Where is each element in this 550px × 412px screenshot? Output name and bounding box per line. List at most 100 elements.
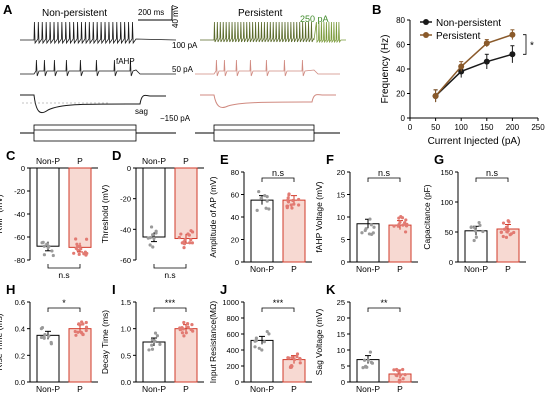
label-250pa: 250 pA xyxy=(300,14,329,24)
y-tick-label: 0 xyxy=(127,164,131,173)
data-dot xyxy=(42,253,47,257)
data-dot xyxy=(257,346,261,350)
data-dot xyxy=(47,334,51,338)
scalebar xyxy=(138,6,173,21)
y-axis-label: RMP (mV) xyxy=(0,194,4,234)
data-dot xyxy=(295,355,299,359)
y-tick-label: 0 xyxy=(235,378,239,387)
bar-nonp xyxy=(464,230,488,263)
y-tick-label: 100 xyxy=(440,198,453,207)
data-dot xyxy=(371,231,375,235)
title-persistent: Persistent xyxy=(238,8,283,19)
y-tick-label: 20 xyxy=(337,168,345,177)
data-dot xyxy=(39,335,44,340)
data-dot xyxy=(298,357,302,361)
y-tick-label: 80 xyxy=(231,168,239,177)
data-dot xyxy=(151,233,155,237)
data-dot xyxy=(253,339,257,343)
data-dot xyxy=(158,342,162,346)
y-tick-label: 400 xyxy=(226,346,239,355)
panel-a: A Non-persistent Persistent 200 ms 40 mV… xyxy=(3,2,346,142)
x-tick-label: 50 xyxy=(431,123,440,132)
bar-p xyxy=(68,167,92,248)
label-fahp: fAHP xyxy=(116,57,135,66)
sig-label: * xyxy=(62,298,66,308)
panel-letter: G xyxy=(434,152,444,167)
category-label: Non-P xyxy=(36,384,60,394)
data-dot xyxy=(155,334,160,338)
data-dot xyxy=(76,244,80,249)
data-dot xyxy=(392,224,396,228)
x-tick-label: 150 xyxy=(480,123,494,132)
data-dot xyxy=(397,222,401,227)
data-dot xyxy=(154,231,158,235)
data-dot xyxy=(401,367,405,372)
data-dot xyxy=(360,231,364,235)
data-dot xyxy=(363,228,367,233)
trace-np-50pa xyxy=(20,59,176,77)
category-label: Non-P xyxy=(356,264,380,274)
data-dot xyxy=(362,358,367,362)
title-nonpersistent: Non-persistent xyxy=(42,8,107,19)
y-tick-label: -60 xyxy=(14,233,25,242)
data-dot xyxy=(399,214,403,219)
data-dot xyxy=(504,225,509,229)
bar-nonp xyxy=(142,341,166,383)
y-tick-label: 5 xyxy=(341,236,345,245)
category-label: Non-P xyxy=(356,384,380,394)
data-dot xyxy=(405,222,409,226)
x-tick-label: 0 xyxy=(408,123,413,132)
data-dot xyxy=(148,243,152,247)
data-dot xyxy=(72,251,76,255)
y-tick-label: -20 xyxy=(14,187,25,196)
data-dot xyxy=(369,223,373,227)
y-tick-label: -80 xyxy=(14,256,25,265)
x-axis-label: Current Injected (pA) xyxy=(428,136,521,147)
y-tick-label: 40 xyxy=(396,65,405,74)
panel-letter: I xyxy=(112,282,116,297)
y-tick-label: 0 xyxy=(449,258,453,267)
x-tick-label: 200 xyxy=(506,123,520,132)
panel-f: F 0 5 10 15 20 fAHP Voltage (mV) Non-P Pn.s xyxy=(314,152,418,274)
data-dot xyxy=(287,193,291,197)
panel-d: D0 -20 -40 -60 Threshold (mV) Non-P Pn.s xyxy=(100,148,204,280)
category-label: P xyxy=(397,384,403,394)
data-dot xyxy=(369,360,373,364)
data-dot xyxy=(149,225,154,229)
data-dot xyxy=(180,331,185,335)
data-dot xyxy=(84,325,89,329)
data-point xyxy=(483,40,490,47)
panel-c: C0 -20 -40 -60 -80 RMP (mV) Non-P Pn.s xyxy=(0,148,98,280)
y-tick-label: 150 xyxy=(440,168,453,177)
data-dot xyxy=(79,330,83,334)
sig-bracket xyxy=(153,264,187,269)
data-dot xyxy=(255,208,259,212)
data-dot xyxy=(41,240,45,245)
bar-p xyxy=(496,228,520,263)
data-dot xyxy=(368,217,372,221)
data-point xyxy=(509,31,516,38)
data-dot xyxy=(179,232,183,236)
y-axis-label: Frequency (Hz) xyxy=(380,35,391,104)
data-dot xyxy=(43,333,47,337)
category-label: P xyxy=(77,156,83,166)
y-axis-label: fAHP Voltage (mV) xyxy=(314,181,324,252)
y-tick-label: 0.2 xyxy=(15,351,25,360)
step-protocol-p xyxy=(195,124,340,142)
label-sag: sag xyxy=(135,107,148,116)
panel-letter: E xyxy=(220,152,229,167)
data-dot xyxy=(297,203,301,207)
data-point xyxy=(432,92,439,99)
data-dot xyxy=(151,245,155,249)
y-axis-label: Input Resistance(MΩ) xyxy=(208,301,218,384)
data-dot xyxy=(83,250,87,254)
sig-label: *** xyxy=(165,298,176,308)
data-dot xyxy=(367,232,372,236)
y-axis-label: Sag Voltage (mV) xyxy=(314,309,324,376)
data-dot xyxy=(150,338,154,342)
y-tick-label: 0.0 xyxy=(15,378,25,387)
category-label: P xyxy=(397,264,403,274)
y-tick-label: 15 xyxy=(337,191,345,200)
data-dot xyxy=(51,253,55,258)
data-dot xyxy=(507,220,511,224)
